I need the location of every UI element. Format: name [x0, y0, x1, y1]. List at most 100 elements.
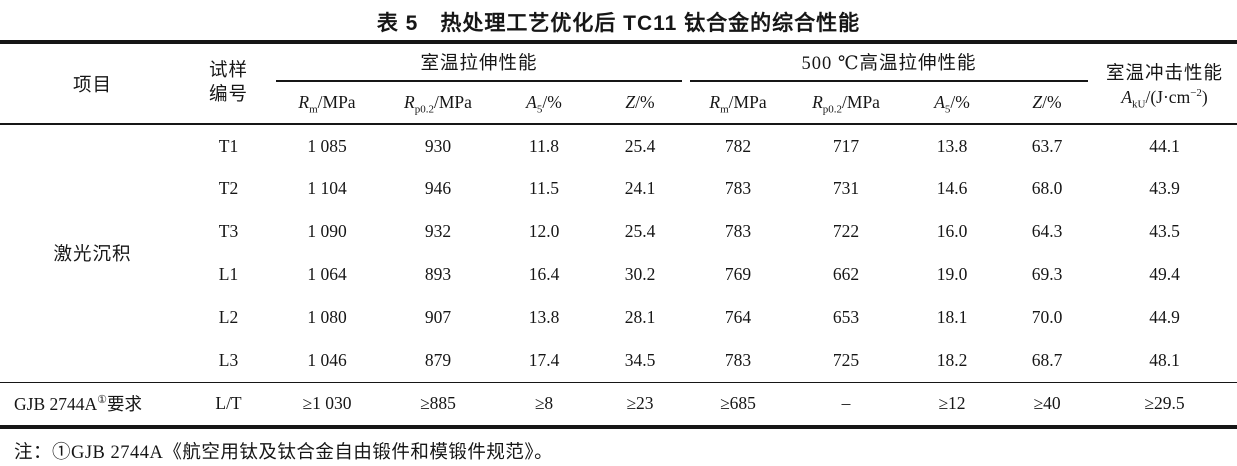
superscript-minus2: −2 [1190, 87, 1202, 100]
cell-z-rt: 25.4 [624, 221, 656, 241]
group-header-room-temp-tensile: 室温拉伸性能 [272, 42, 686, 82]
unit-mpa: /MPa [317, 92, 356, 112]
subscript-5: 5 [944, 103, 951, 116]
subscript-p02: p0.2 [822, 103, 843, 116]
specimen-header-line1: 试样 [208, 61, 248, 82]
table-row-t3: T3 1 090 932 12.0 25.4 783 722 16.0 64.3… [0, 210, 1237, 253]
table-row-requirement: GJB 2744A①要求 L/T ≥1 030 ≥885 ≥8 ≥23 ≥685… [0, 381, 1237, 427]
cell-impact: 49.4 [1149, 264, 1180, 284]
cell-a5-rt: 13.8 [528, 307, 560, 327]
cell-rm-ht-req: ≥685 [686, 381, 791, 427]
unit-percent: /% [635, 92, 655, 112]
specimen-id: L2 [218, 307, 239, 327]
cell-impact: 43.5 [1149, 221, 1180, 241]
cell-impact-req: ≥29.5 [1092, 381, 1237, 427]
cell-a5-ht-req: ≥12 [902, 381, 1003, 427]
col-header-item: 项目 [0, 42, 185, 125]
table-row-l3: L3 1 046 879 17.4 34.5 783 725 18.2 68.7… [0, 339, 1237, 382]
cell-z-rt: 30.2 [624, 264, 656, 284]
cell-rp02-rt: 932 [424, 221, 452, 241]
cell-rp02-ht-req: – [790, 381, 903, 427]
table-row-t2: T2 1 104 946 11.5 24.1 783 731 14.6 68.0… [0, 167, 1237, 210]
unit-mpa: /MPa [728, 92, 767, 112]
cell-impact: 43.9 [1149, 178, 1180, 198]
cell-a5-rt: 12.0 [528, 221, 560, 241]
specimen-id: L3 [218, 349, 239, 370]
cell-rp02-ht: 717 [832, 135, 860, 156]
impact-unit-post: ) [1201, 87, 1208, 107]
symbol-R: R [709, 92, 721, 112]
cell-z-ht: 64.3 [1031, 221, 1063, 241]
cell-z-rt: 28.1 [624, 307, 656, 327]
cell-rm-rt: 1 085 [307, 135, 347, 156]
specimen-header-line2: 编号 [208, 84, 248, 105]
cell-impact: 44.1 [1149, 135, 1180, 156]
subscript-kU: kU [1132, 98, 1146, 111]
cell-a5-ht: 16.0 [936, 221, 968, 241]
table-footnote: 注：①GJB 2744A《航空用钛及钛合金自由锻件和模锻件规范》。 [14, 443, 554, 463]
subscript-m: m [309, 103, 318, 116]
symbol-Z: Z [625, 92, 636, 112]
cell-z-ht-req: ≥40 [1002, 381, 1093, 427]
impact-header-formula: AkU/(J·cm−2) [1092, 87, 1237, 111]
item-label-laser-deposition: 激光沉积 [53, 245, 132, 266]
cell-z-ht: 70.0 [1031, 307, 1063, 327]
unit-mpa: /MPa [434, 92, 472, 112]
col-header-rm-rt: Rm/MPa [272, 82, 382, 125]
cell-a5-rt: 17.4 [528, 349, 560, 370]
cell-rp02-ht: 731 [832, 178, 860, 198]
cell-rm-ht: 783 [724, 221, 752, 241]
unit-percent: /% [1042, 92, 1062, 112]
header-row-quantities: Rm/MPa Rp0.2/MPa A5/% Z/% Rm/MPa Rp0.2/M… [0, 82, 1237, 125]
symbol-A: A [934, 92, 945, 112]
col-header-specimen: 试样 编号 [185, 42, 272, 125]
cell-a5-ht: 14.6 [936, 178, 968, 198]
cell-z-rt-req: ≥23 [594, 381, 687, 427]
table-row-l2: L2 1 080 907 13.8 28.1 764 653 18.1 70.0… [0, 296, 1237, 339]
cell-rm-ht: 783 [724, 178, 752, 198]
table-body: 激光沉积 T1 1 085 930 11.8 25.4 782 717 13.8… [0, 124, 1237, 427]
col-header-rp02-rt: Rp0.2/MPa [382, 82, 494, 125]
cell-a5-ht: 13.8 [936, 135, 968, 156]
subscript-m: m [720, 103, 729, 116]
cell-rm-ht: 783 [724, 349, 752, 370]
col-header-rm-ht: Rm/MPa [686, 82, 791, 125]
cell-rp02-rt-req: ≥885 [382, 381, 494, 427]
table-row-t1: 激光沉积 T1 1 085 930 11.8 25.4 782 717 13.8… [0, 124, 1237, 266]
unit-percent: /% [542, 92, 562, 112]
impact-unit-pre: /(J·cm [1145, 87, 1191, 107]
header-row-groups: 项目 试样 编号 室温拉伸性能 500 ℃高温拉伸性能 室温冲击性能 AkU/(… [0, 42, 1237, 125]
cell-rp02-ht: 722 [832, 221, 860, 241]
cell-z-ht: 68.0 [1031, 178, 1063, 198]
requirement-label: GJB 2744A①要求 [0, 381, 185, 427]
col-header-a5-ht: A5/% [902, 82, 1003, 125]
footnote-marker: ① [97, 394, 108, 407]
cell-rp02-rt: 946 [424, 178, 452, 198]
group-label-room-temp: 室温拉伸性能 [276, 44, 683, 82]
symbol-R: R [298, 92, 310, 112]
col-header-impact: 室温冲击性能 AkU/(J·cm−2) [1092, 42, 1237, 125]
col-header-z-rt: Z/% [594, 82, 687, 125]
cell-a5-rt: 16.4 [528, 264, 560, 284]
cell-a5-ht: 19.0 [936, 264, 968, 284]
cell-rm-ht: 782 [724, 135, 752, 156]
col-header-rp02-ht: Rp0.2/MPa [790, 82, 903, 125]
cell-rp02-rt: 930 [424, 135, 452, 156]
cell-z-rt: 34.5 [624, 349, 656, 370]
cell-z-rt: 24.1 [624, 178, 656, 198]
specimen-id: L1 [218, 264, 239, 284]
group-header-high-temp-tensile: 500 ℃高温拉伸性能 [686, 42, 1092, 82]
cell-rm-rt: 1 090 [307, 221, 347, 241]
cell-rp02-rt: 879 [424, 349, 452, 370]
cell-z-ht: 69.3 [1031, 264, 1063, 284]
impact-header-title: 室温冲击性能 [1106, 64, 1224, 84]
table-caption: 表 5 热处理工艺优化后 TC11 钛合金的综合性能 [376, 12, 861, 35]
cell-rp02-ht: 662 [832, 264, 860, 284]
symbol-A: A [1121, 87, 1133, 107]
cell-rm-rt: 1 064 [307, 264, 347, 284]
cell-a5-ht: 18.2 [936, 349, 968, 370]
col-header-z-ht: Z/% [1002, 82, 1093, 125]
cell-rp02-ht: 725 [832, 349, 860, 370]
cell-rm-rt: 1 046 [307, 349, 347, 370]
cell-rm-rt-req: ≥1 030 [272, 381, 382, 427]
